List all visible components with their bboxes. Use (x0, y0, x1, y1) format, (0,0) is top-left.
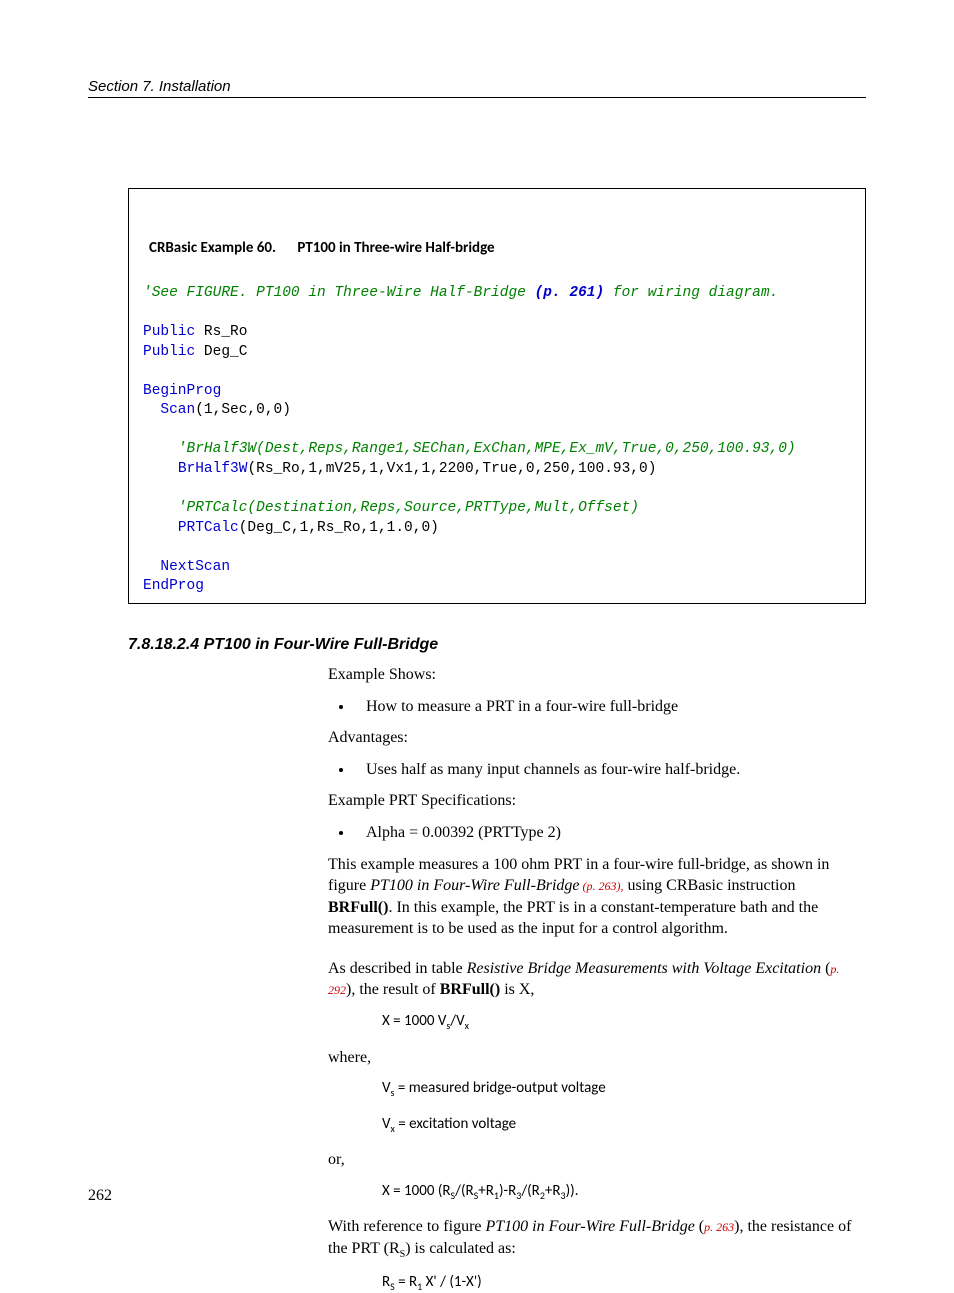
code-keyword-public: Public (143, 324, 195, 340)
code-var: Rs_Ro (195, 324, 247, 340)
figure-ref: PT100 in Four-Wire Full-Bridge (486, 1218, 695, 1235)
equation: Vx = excitation voltage (382, 1114, 856, 1136)
paragraph: where, (328, 1047, 856, 1069)
code-keyword-endprog: EndProg (143, 578, 204, 594)
page-ref-link[interactable]: (p. 263), (580, 879, 624, 893)
code-comment: 'PRTCalc(Destination,Reps,Source,PRTType… (178, 500, 639, 516)
paragraph: Advantages: (328, 727, 856, 749)
figure-ref: PT100 in Four-Wire Full-Bridge (370, 877, 579, 894)
instruction-name: BRFull() (328, 899, 388, 916)
code-args: (Rs_Ro,1,mV25,1,Vx1,1,2200,True,0,250,10… (247, 461, 656, 477)
paragraph: As described in table Resistive Bridge M… (328, 958, 856, 1001)
code-example-number: CRBasic Example 60. (149, 239, 276, 257)
code-keyword-public: Public (143, 344, 195, 360)
instruction-name: BRFull() (440, 981, 500, 998)
bullet-list: How to measure a PRT in a four-wire full… (328, 696, 856, 718)
paragraph: Example Shows: (328, 664, 856, 686)
list-item: Alpha = 0.00392 (PRTType 2) (354, 822, 856, 844)
code-example-title: CRBasic Example 60. PT100 in Three-wire … (149, 238, 851, 258)
page: Section 7. Installation CRBasic Example … (0, 0, 954, 1235)
code-args: (1,Sec,0,0) (195, 402, 291, 418)
page-ref-link[interactable]: p. 263 (704, 1220, 734, 1234)
code-keyword-prtcalc: PRTCalc (178, 520, 239, 536)
bullet-list: Uses half as many input channels as four… (328, 759, 856, 781)
list-item: How to measure a PRT in a four-wire full… (354, 696, 856, 718)
code-var: Deg_C (195, 344, 247, 360)
code-keyword-brhalf3w: BrHalf3W (178, 461, 248, 477)
page-number: 262 (88, 1187, 112, 1205)
code-comment: 'BrHalf3W(Dest,Reps,Range1,SEChan,ExChan… (178, 441, 796, 457)
bullet-list: Alpha = 0.00392 (PRTType 2) (328, 822, 856, 844)
table-ref: Resistive Bridge Measurements with Volta… (467, 960, 821, 977)
code-args: (Deg_C,1,Rs_Ro,1,1.0,0) (239, 520, 439, 536)
paragraph: or, (328, 1149, 856, 1171)
equation: RS = R1 X' / (1-X') (382, 1272, 856, 1293)
paragraph: This example measures a 100 ohm PRT in a… (328, 854, 856, 940)
running-head: Section 7. Installation (88, 78, 866, 98)
paragraph: With reference to figure PT100 in Four-W… (328, 1216, 856, 1261)
equation: X = 1000 (RS/(RS+R1)-R3/(R2+R3)). (382, 1181, 856, 1203)
code-page-ref[interactable]: (p. 261) (535, 285, 605, 301)
code-keyword-scan: Scan (160, 402, 195, 418)
section-heading: 7.8.18.2.4 PT100 in Four-Wire Full-Bridg… (128, 636, 866, 654)
code-keyword-beginprog: BeginProg (143, 383, 221, 399)
paragraph: Example PRT Specifications: (328, 790, 856, 812)
code-example-name: PT100 in Three-wire Half-bridge (297, 239, 494, 257)
list-item: Uses half as many input channels as four… (354, 759, 856, 781)
equation: Vs = measured bridge-output voltage (382, 1078, 856, 1100)
code-comment: 'See FIGURE. PT100 in Three-Wire Half-Br… (143, 285, 778, 301)
equation: X = 1000 Vs/Vx (382, 1011, 856, 1033)
code-example-box: CRBasic Example 60. PT100 in Three-wire … (128, 188, 866, 604)
code-keyword-nextscan: NextScan (160, 559, 230, 575)
body-text: Example Shows: How to measure a PRT in a… (328, 664, 856, 1293)
